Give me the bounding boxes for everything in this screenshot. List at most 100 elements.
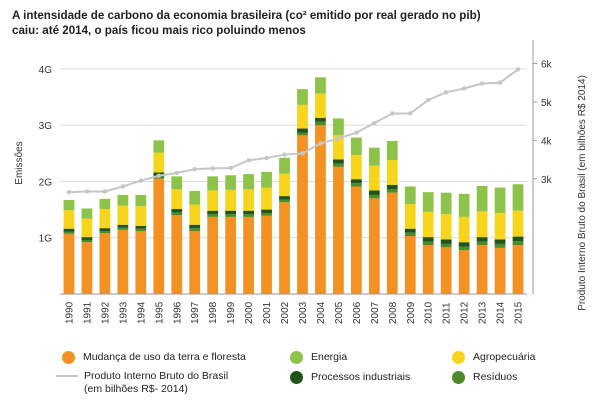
bar-energy-2002 bbox=[279, 157, 290, 174]
x-tick-label-2012: 2012 bbox=[460, 301, 471, 324]
gdp-point-1998 bbox=[210, 166, 215, 171]
gdp-line-group bbox=[66, 67, 521, 195]
bar-agriculture-1992 bbox=[99, 209, 111, 229]
x-tick-label-1996: 1996 bbox=[172, 301, 183, 324]
gdp-point-2006 bbox=[354, 130, 359, 135]
bar-energy-2011 bbox=[440, 192, 452, 215]
bar-waste-2007 bbox=[368, 194, 380, 199]
bar-waste-1992 bbox=[99, 230, 111, 234]
gdp-point-2012 bbox=[461, 86, 467, 91]
legend-label-energy: Energia bbox=[311, 351, 348, 363]
bar-energy-2008 bbox=[386, 140, 398, 161]
legend-item-waste: Resíduos bbox=[452, 371, 517, 384]
legend-label-agriculture: Agropecuária bbox=[473, 351, 536, 363]
bar-land_use-2002 bbox=[279, 202, 290, 294]
bar-industrial-2007 bbox=[368, 190, 380, 195]
bar-energy-1999 bbox=[225, 175, 237, 190]
bar-land_use-1999 bbox=[225, 216, 237, 294]
bar-land_use-2013 bbox=[476, 245, 488, 294]
x-tick-label-2015: 2015 bbox=[514, 301, 525, 324]
bar-industrial-1994 bbox=[135, 225, 147, 229]
bar-waste-2005 bbox=[333, 163, 344, 167]
bar-energy-2012 bbox=[458, 193, 470, 217]
bar-agriculture-1993 bbox=[117, 205, 129, 225]
y-tick-label: 2G bbox=[39, 177, 53, 188]
bar-energy-1990 bbox=[63, 200, 75, 211]
bar-land_use-1992 bbox=[99, 233, 111, 294]
gdp-line-swatch bbox=[56, 374, 78, 377]
bar-energy-2013 bbox=[476, 185, 488, 212]
bar-land_use-2015 bbox=[512, 245, 524, 294]
x-tick-label-2011: 2011 bbox=[442, 302, 453, 324]
bar-land_use-2009 bbox=[404, 236, 416, 294]
x-tick-label-2005: 2005 bbox=[334, 301, 345, 324]
bar-agriculture-2002 bbox=[279, 173, 290, 197]
bar-waste-2014 bbox=[494, 243, 506, 248]
bar-agriculture-2013 bbox=[476, 211, 488, 238]
bar-industrial-2002 bbox=[279, 196, 290, 200]
bar-agriculture-2012 bbox=[458, 216, 470, 243]
y2-tick-label: 4k bbox=[541, 136, 553, 147]
bar-industrial-1996 bbox=[171, 209, 183, 213]
legend-label-gdp-unit: (em bilhões R$- 2014) bbox=[84, 383, 188, 396]
bar-energy-2005 bbox=[333, 118, 344, 136]
bar-energy-2006 bbox=[350, 137, 362, 155]
waste-swatch bbox=[452, 371, 465, 384]
gdp-point-1991 bbox=[84, 189, 90, 194]
bar-energy-2000 bbox=[243, 174, 254, 190]
bar-waste-1998 bbox=[207, 214, 219, 217]
bar-agriculture-2000 bbox=[243, 189, 254, 211]
bar-energy-2015 bbox=[512, 184, 524, 211]
legend-item-agriculture: Agropecuária bbox=[452, 351, 535, 364]
bar-land_use-2005 bbox=[333, 166, 344, 294]
bar-agriculture-2004 bbox=[315, 93, 326, 118]
bar-agriculture-2011 bbox=[440, 214, 452, 240]
y-tick-label: 3G bbox=[39, 121, 53, 132]
bar-agriculture-2009 bbox=[404, 203, 416, 229]
bar-waste-2013 bbox=[476, 241, 488, 246]
x-tick-label-1992: 1992 bbox=[100, 301, 111, 324]
legend-label-industrial: Processos industriais bbox=[311, 371, 411, 383]
bar-land_use-1990 bbox=[63, 233, 75, 294]
gdp-point-1990 bbox=[66, 190, 72, 195]
x-tick-label-2010: 2010 bbox=[424, 301, 435, 324]
gdp-point-1994 bbox=[138, 178, 144, 183]
bar-waste-2003 bbox=[297, 132, 308, 136]
legend-label-gdp: Produto Interno Bruto do Brasil bbox=[84, 370, 229, 382]
x-tick-label-1990: 1990 bbox=[64, 301, 75, 324]
gdp-point-1996 bbox=[174, 170, 179, 176]
bar-industrial-2004 bbox=[315, 117, 326, 122]
y-axis-label: Emissões bbox=[14, 141, 25, 184]
bar-industrial-2005 bbox=[333, 159, 344, 164]
bar-waste-2008 bbox=[386, 189, 398, 193]
gdp-point-1992 bbox=[102, 189, 108, 194]
bar-industrial-2014 bbox=[494, 239, 506, 244]
bar-industrial-2006 bbox=[350, 179, 362, 184]
x-tick-label-1991: 1991 bbox=[82, 301, 93, 324]
bar-agriculture-1995 bbox=[153, 152, 165, 173]
bar-land_use-2006 bbox=[350, 186, 362, 294]
y-tick-label: 4G bbox=[39, 65, 53, 76]
x-tick-label-2008: 2008 bbox=[388, 301, 399, 324]
bar-agriculture-1997 bbox=[189, 204, 201, 225]
bar-industrial-1991 bbox=[81, 237, 93, 240]
bar-agriculture-2010 bbox=[422, 211, 434, 238]
x-tick-label-2004: 2004 bbox=[316, 301, 327, 324]
bar-industrial-2008 bbox=[386, 184, 398, 190]
bar-energy-2009 bbox=[404, 186, 416, 204]
bar-energy-2003 bbox=[297, 89, 308, 105]
legend-label-waste: Resíduos bbox=[473, 371, 518, 383]
bar-land_use-2004 bbox=[315, 125, 326, 295]
x-tick-label-1998: 1998 bbox=[208, 301, 219, 324]
bar-land_use-1998 bbox=[207, 216, 219, 294]
bar-land_use-2001 bbox=[261, 215, 272, 294]
bar-agriculture-2001 bbox=[261, 187, 272, 210]
y2-tick-label: 3k bbox=[541, 175, 553, 186]
bar-energy-1997 bbox=[189, 191, 201, 205]
bar-agriculture-2008 bbox=[386, 160, 398, 185]
gdp-point-2013 bbox=[479, 81, 485, 86]
gdp-point-2008 bbox=[390, 111, 395, 116]
bar-waste-1994 bbox=[135, 228, 147, 231]
stacked-bar-chart: 1G 2G 3G 4G 3k 4k 5k 6k 1990 1991 1992 1993 1994 1995… bbox=[14, 40, 588, 324]
x-tick-label-1997: 1997 bbox=[190, 301, 201, 324]
